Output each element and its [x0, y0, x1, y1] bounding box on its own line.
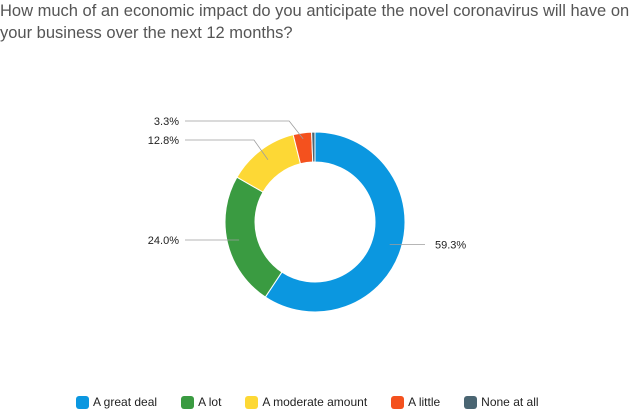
legend-swatch-a-moderate-amount: [245, 395, 259, 409]
data-label-a-little: 3.3%: [154, 116, 179, 128]
legend-item-none-at-all[interactable]: None at all: [464, 395, 539, 409]
data-label-a-great-deal: 59.3%: [435, 239, 466, 251]
legend-swatch-a-lot: [181, 395, 195, 409]
legend-swatch-a-great-deal: [76, 395, 89, 409]
slice-a-lot[interactable]: [224, 176, 283, 298]
legend-label-a-moderate-amount: A moderate amount: [262, 395, 368, 409]
slice-none-at-all[interactable]: [311, 131, 316, 163]
chart-title-line-1: How much of an economic impact do you an…: [0, 2, 630, 20]
data-label-a-moderate-amount: 12.8%: [148, 135, 179, 147]
legend-item-a-great-deal[interactable]: A great deal: [76, 395, 157, 409]
legend-label-a-little: A little: [408, 395, 441, 409]
legend-item-a-little[interactable]: A little: [391, 395, 440, 409]
legend-item-a-lot[interactable]: A lot: [181, 395, 221, 409]
slice-a-great-deal[interactable]: [264, 131, 406, 313]
leader-line-a-little: [185, 120, 304, 140]
chart-legend: A great deal A lot A moderate amount A l…: [76, 393, 539, 411]
chart-title-line-2: your business over the next 12 months?: [0, 24, 293, 42]
legend-label-none-at-all: None at all: [481, 395, 539, 409]
legend-item-a-moderate-amount[interactable]: A moderate amount: [245, 395, 367, 409]
chart-title: How much of an economic impact do you an…: [0, 0, 630, 44]
data-label-a-lot: 24.0%: [148, 235, 179, 247]
legend-label-a-great-deal: A great deal: [93, 395, 158, 409]
legend-label-a-lot: A lot: [198, 395, 222, 409]
leader-line-a-moderate-amount: [185, 139, 269, 161]
legend-swatch-a-little: [391, 395, 405, 409]
legend-swatch-none-at-all: [464, 395, 478, 409]
